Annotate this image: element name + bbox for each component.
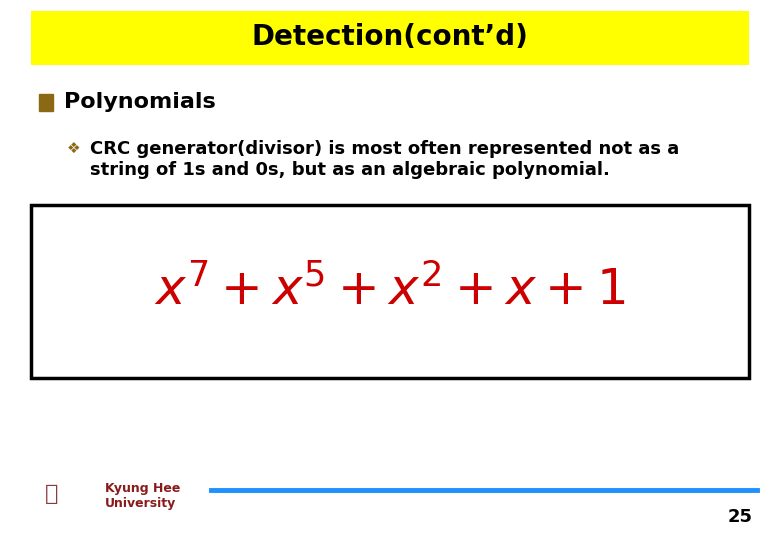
Text: ⛪: ⛪ (44, 483, 58, 504)
Text: ❖: ❖ (66, 141, 80, 156)
Text: string of 1s and 0s, but as an algebraic polynomial.: string of 1s and 0s, but as an algebraic… (90, 161, 610, 179)
FancyBboxPatch shape (31, 205, 749, 378)
Text: Polynomials: Polynomials (64, 91, 216, 112)
Text: $x^7 + x^5 + x^2 + x + 1$: $x^7 + x^5 + x^2 + x + 1$ (154, 266, 626, 315)
Text: Kyung Hee: Kyung Hee (105, 482, 181, 495)
Text: CRC generator(divisor) is most often represented not as a: CRC generator(divisor) is most often rep… (90, 139, 679, 158)
Text: 25: 25 (728, 508, 753, 526)
Bar (39, 94, 53, 111)
FancyBboxPatch shape (31, 11, 749, 65)
Text: Detection(cont’d): Detection(cont’d) (252, 23, 528, 51)
Text: University: University (105, 497, 176, 510)
